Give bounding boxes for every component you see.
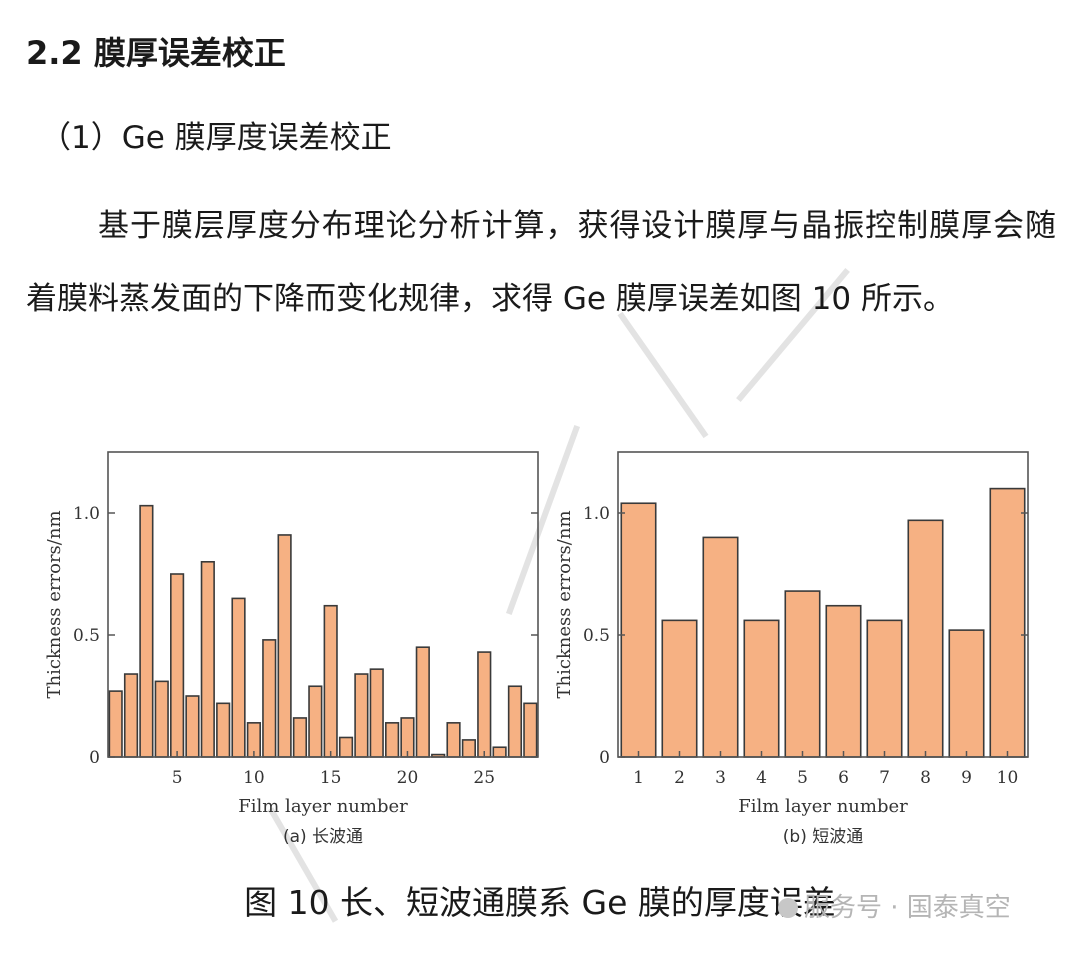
y-axis-label: Thickness errors/nm <box>44 510 65 698</box>
bar-14 <box>308 685 323 758</box>
x-tick-label: 4 <box>756 768 767 788</box>
bar-9 <box>948 629 985 758</box>
bar-13 <box>292 717 308 758</box>
plot-frame <box>617 451 1029 758</box>
y-tick-label: 1.0 <box>73 504 100 524</box>
bar-12 <box>277 534 292 758</box>
bar-6 <box>185 695 200 758</box>
bar-4 <box>154 680 169 758</box>
y-tick-label: 0 <box>89 748 100 768</box>
y-tick-label: 0.5 <box>583 626 610 646</box>
bar-9 <box>231 597 246 758</box>
bar-2 <box>661 619 698 758</box>
bar-27 <box>507 685 523 758</box>
x-tick-label: 15 <box>320 768 342 788</box>
y-tick-label: 0.5 <box>73 626 100 646</box>
bar-10 <box>989 487 1026 758</box>
bar-6 <box>825 604 862 758</box>
x-axis-label: Film layer number <box>238 796 408 817</box>
watermark: 服务号 · 国泰真空 <box>778 888 1011 928</box>
subfigure-caption: (a) 长波通 <box>283 827 363 847</box>
bar-5 <box>784 590 821 758</box>
x-tick-label: 8 <box>920 768 931 788</box>
bar-5 <box>170 573 185 758</box>
x-tick-label: 3 <box>715 768 726 788</box>
x-tick-label: 6 <box>838 768 849 788</box>
chart-b-short-pass: 0 0.5 1.0 1 2 3 4 5 6 7 8 9 10 Film layer number Thick… <box>554 451 1029 847</box>
subfigure-caption: (b) 短波通 <box>783 827 863 847</box>
bar-21 <box>415 646 430 758</box>
bar-7 <box>200 561 215 758</box>
body-paragraph: 基于膜层厚度分布理论分析计算，获得设计膜厚与晶振控制膜厚会随着膜料蒸发面的下降而… <box>26 208 1056 317</box>
bar-23 <box>446 722 461 758</box>
bar-16 <box>338 736 354 758</box>
x-tick-label: 9 <box>961 768 972 788</box>
subsection-heading: （1）Ge 膜厚度误差校正 <box>40 120 392 156</box>
x-tick-label: 20 <box>397 768 419 788</box>
bar-1 <box>620 502 657 758</box>
bar-8 <box>216 702 231 758</box>
bar-17 <box>354 673 369 758</box>
y-tick-label: 0 <box>599 748 610 768</box>
bar-11 <box>262 639 277 758</box>
bar-1 <box>108 690 123 758</box>
x-tick-label: 1 <box>633 768 644 788</box>
x-tick-label: 5 <box>797 768 808 788</box>
section-heading: 2.2 膜厚误差校正 <box>26 34 286 72</box>
plot-frame <box>107 451 539 758</box>
bar-3 <box>702 536 739 758</box>
wechat-icon <box>778 898 798 918</box>
bar-15 <box>323 604 338 758</box>
y-tick-label: 1.0 <box>583 504 610 524</box>
bar-24 <box>461 739 476 758</box>
x-tick-label: 10 <box>997 768 1019 788</box>
watermark-text: 服务号 · 国泰真空 <box>804 893 1011 923</box>
bar-3 <box>139 504 154 758</box>
x-tick-label: 25 <box>473 768 495 788</box>
bar-2 <box>123 673 139 758</box>
y-axis-label: Thickness errors/nm <box>554 510 575 698</box>
x-tick-label: 10 <box>243 768 265 788</box>
bar-25 <box>477 651 492 758</box>
bar-26 <box>492 746 507 758</box>
x-tick-label: 5 <box>172 768 183 788</box>
bar-19 <box>385 722 400 758</box>
bar-28 <box>523 702 538 758</box>
bar-7 <box>866 619 903 758</box>
x-axis-label: Film layer number <box>738 796 908 817</box>
x-tick-label: 2 <box>674 768 685 788</box>
bar-8 <box>907 519 944 758</box>
figure-caption: 图 10 长、短波通膜系 Ge 膜的厚度误差 <box>244 883 836 922</box>
chart-a-long-pass: 0 0.5 1.0 5 10 15 20 25 Film layer number Thickne… <box>44 451 539 847</box>
bar-18 <box>369 668 384 758</box>
bar-4 <box>743 619 780 758</box>
x-tick-label: 7 <box>879 768 890 788</box>
